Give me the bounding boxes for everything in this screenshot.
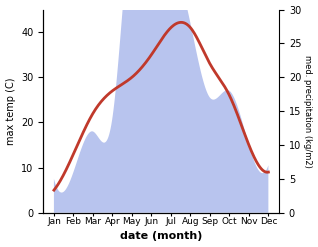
Y-axis label: max temp (C): max temp (C) (5, 77, 16, 145)
X-axis label: date (month): date (month) (120, 231, 202, 242)
Y-axis label: med. precipitation (kg/m2): med. precipitation (kg/m2) (303, 55, 313, 167)
